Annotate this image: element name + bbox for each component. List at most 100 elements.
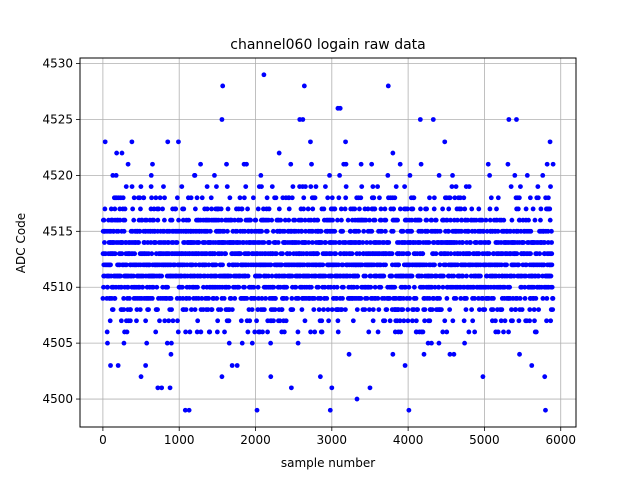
y-tick-label: 4515 (42, 224, 73, 238)
data-point (122, 206, 128, 212)
data-point (357, 206, 362, 212)
data-point (400, 296, 406, 301)
data-point (405, 307, 411, 312)
data-point (378, 206, 384, 212)
data-point (469, 307, 475, 312)
data-point (389, 251, 395, 257)
data-point (243, 184, 249, 189)
data-point (402, 184, 408, 189)
data-point (495, 195, 501, 201)
data-point (452, 195, 458, 201)
data-point (345, 217, 351, 223)
data-point (436, 173, 442, 178)
data-point (431, 296, 437, 301)
data-point (181, 206, 187, 212)
data-point (179, 184, 185, 189)
data-point (516, 318, 522, 324)
data-point (425, 228, 431, 234)
data-point (440, 284, 446, 290)
data-point (199, 296, 205, 301)
data-point (192, 307, 198, 312)
data-point (232, 217, 237, 223)
data-point (376, 307, 382, 312)
data-point (336, 262, 341, 268)
y-tick-label: 4505 (42, 336, 73, 350)
data-point (397, 318, 403, 324)
data-point (378, 284, 384, 290)
data-point (430, 117, 436, 122)
data-point (221, 228, 227, 234)
data-point (264, 228, 270, 234)
data-point (393, 184, 399, 189)
data-point (530, 206, 536, 212)
data-point (311, 307, 317, 312)
data-point (199, 195, 205, 201)
data-point (465, 217, 471, 223)
data-point (157, 195, 163, 201)
data-point (375, 184, 380, 189)
data-point (509, 217, 515, 223)
data-point (485, 161, 491, 167)
data-point (108, 363, 113, 368)
data-point (542, 374, 548, 380)
data-point (340, 228, 346, 234)
data-point (321, 206, 327, 212)
data-point (522, 296, 528, 301)
data-point (472, 329, 478, 335)
data-point (549, 228, 554, 234)
data-point (295, 296, 301, 301)
data-point (368, 240, 373, 245)
data-point (495, 228, 501, 234)
data-point (320, 262, 326, 268)
data-point (332, 228, 338, 234)
data-point (448, 251, 454, 257)
data-point (354, 307, 360, 312)
data-point (289, 296, 295, 301)
data-point (385, 83, 391, 89)
data-point (385, 173, 391, 178)
data-point (232, 296, 238, 301)
data-point (260, 329, 265, 335)
data-point (354, 284, 360, 290)
data-point (134, 318, 139, 324)
data-point (427, 195, 432, 201)
data-point (224, 161, 229, 167)
data-point (220, 262, 225, 268)
data-point (308, 329, 314, 335)
data-point (473, 217, 479, 223)
data-point (267, 240, 272, 245)
data-point (451, 351, 457, 357)
data-point (144, 217, 149, 223)
data-point (198, 329, 204, 335)
data-point (115, 228, 121, 234)
data-point (516, 195, 522, 201)
data-point (176, 139, 181, 145)
data-point (224, 184, 230, 189)
data-point (166, 318, 172, 324)
data-points (100, 72, 556, 413)
data-point (361, 228, 367, 234)
data-point (114, 150, 120, 156)
data-point (522, 284, 528, 290)
data-point (547, 206, 553, 212)
x-tick-label: 0 (99, 433, 107, 447)
data-point (480, 296, 486, 301)
data-point (413, 296, 419, 301)
data-point (420, 329, 426, 335)
data-point (266, 206, 272, 212)
data-point (269, 273, 275, 279)
data-point (282, 217, 288, 223)
data-point (461, 318, 467, 324)
data-point (148, 240, 154, 245)
data-point (348, 228, 353, 234)
data-point (517, 217, 523, 223)
data-point (305, 206, 311, 212)
data-point (234, 363, 240, 368)
data-point (251, 284, 257, 290)
data-point (245, 206, 250, 212)
data-point (426, 296, 432, 301)
data-point (204, 206, 210, 212)
data-point (317, 374, 323, 380)
data-point (286, 217, 292, 223)
